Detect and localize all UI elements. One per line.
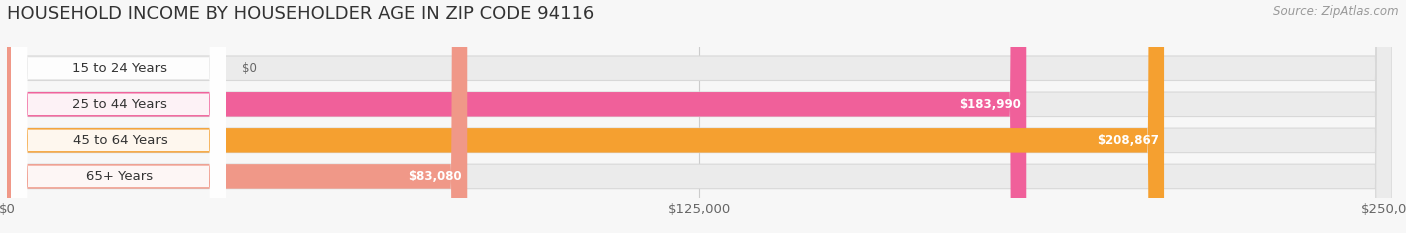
Text: $83,080: $83,080 <box>408 170 461 183</box>
Text: $208,867: $208,867 <box>1097 134 1159 147</box>
FancyBboxPatch shape <box>7 0 1026 233</box>
Text: Source: ZipAtlas.com: Source: ZipAtlas.com <box>1274 5 1399 18</box>
FancyBboxPatch shape <box>7 0 1392 233</box>
FancyBboxPatch shape <box>11 0 226 233</box>
FancyBboxPatch shape <box>11 0 226 233</box>
FancyBboxPatch shape <box>7 0 1392 233</box>
Text: 15 to 24 Years: 15 to 24 Years <box>72 62 167 75</box>
FancyBboxPatch shape <box>7 0 1392 233</box>
Text: 45 to 64 Years: 45 to 64 Years <box>73 134 167 147</box>
FancyBboxPatch shape <box>11 0 226 233</box>
Text: $0: $0 <box>242 62 257 75</box>
FancyBboxPatch shape <box>7 0 1392 233</box>
Text: 65+ Years: 65+ Years <box>86 170 153 183</box>
FancyBboxPatch shape <box>7 0 467 233</box>
Text: 25 to 44 Years: 25 to 44 Years <box>73 98 167 111</box>
Text: $183,990: $183,990 <box>959 98 1021 111</box>
FancyBboxPatch shape <box>7 0 1164 233</box>
FancyBboxPatch shape <box>11 0 226 233</box>
FancyBboxPatch shape <box>0 0 24 233</box>
Text: HOUSEHOLD INCOME BY HOUSEHOLDER AGE IN ZIP CODE 94116: HOUSEHOLD INCOME BY HOUSEHOLDER AGE IN Z… <box>7 5 595 23</box>
